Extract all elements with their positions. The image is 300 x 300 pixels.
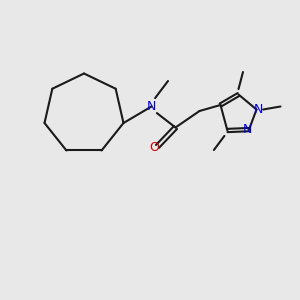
Text: O: O xyxy=(149,141,159,154)
Text: N: N xyxy=(147,100,156,113)
Text: N: N xyxy=(243,123,252,136)
Text: N: N xyxy=(253,103,263,116)
